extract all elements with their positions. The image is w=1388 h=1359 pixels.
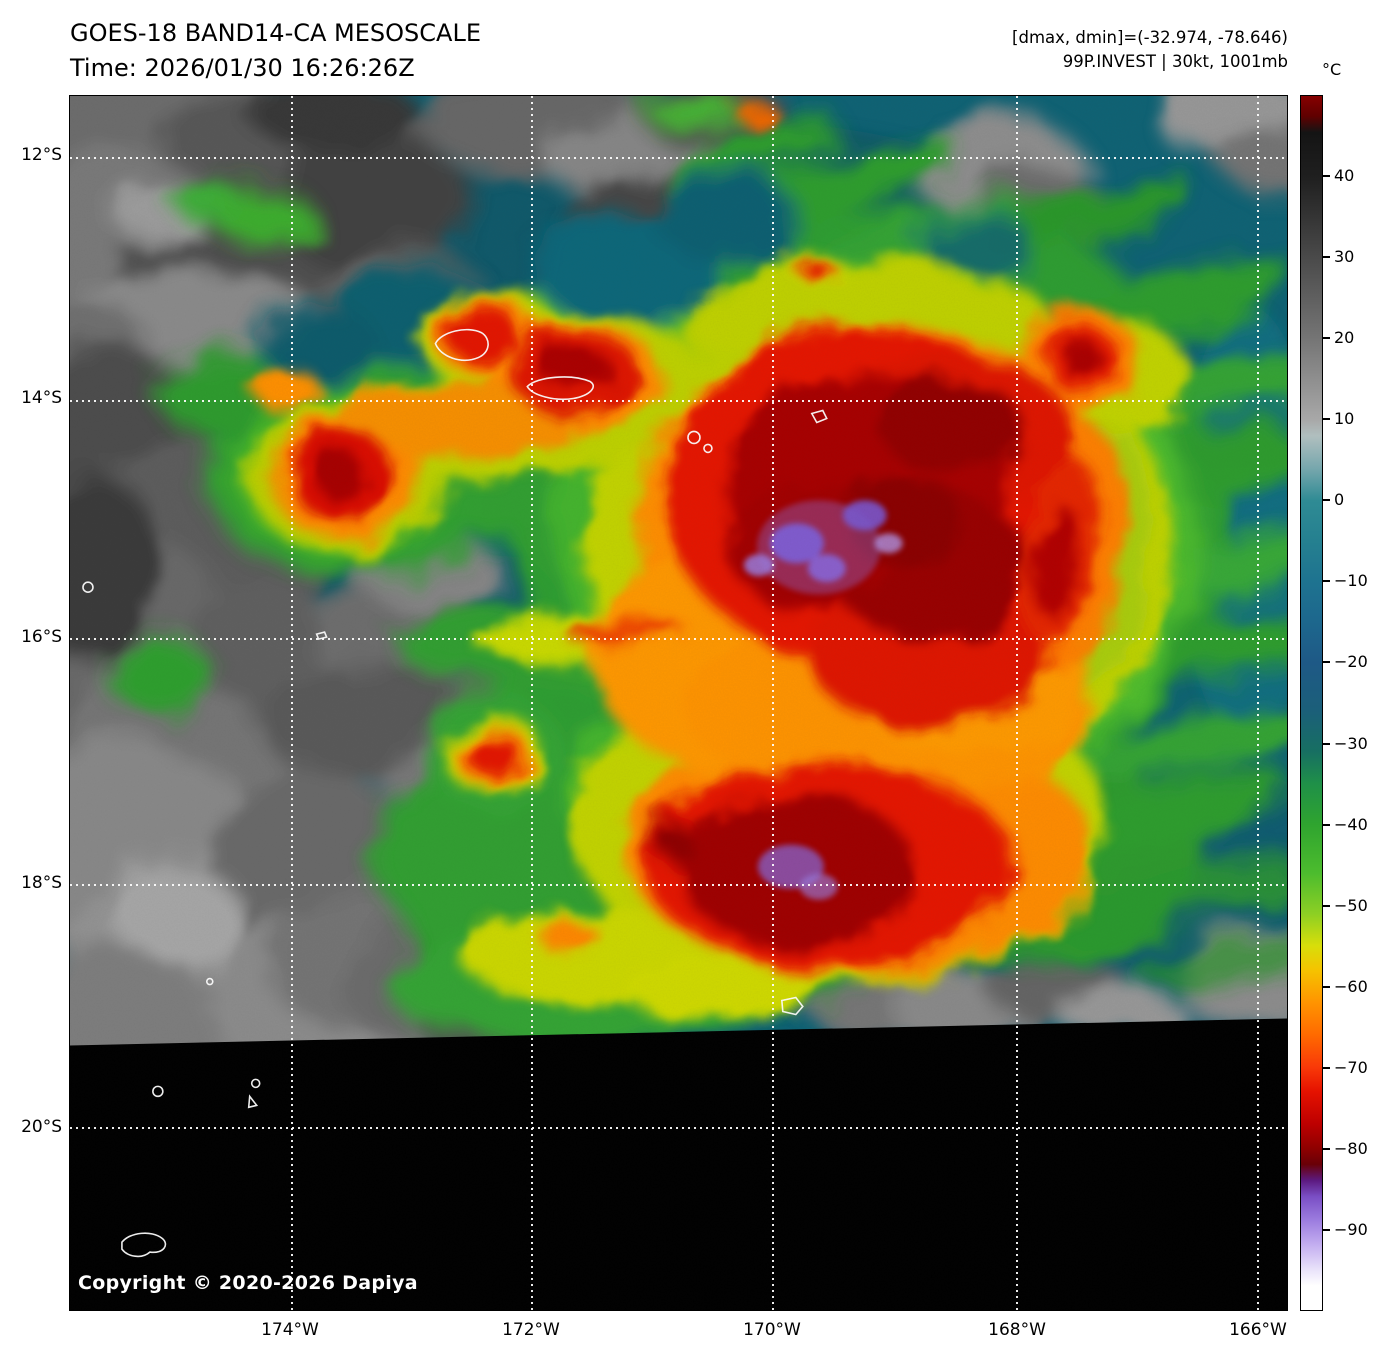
colorbar — [1300, 95, 1323, 1311]
colorbar-tick-label: 0 — [1334, 490, 1345, 510]
figure-title: GOES-18 BAND14-CA MESOSCALE — [70, 19, 481, 47]
latitude-tick-label: 20°S — [21, 1116, 62, 1137]
colorbar-tick-mark — [1323, 1147, 1330, 1150]
latitude-tick-label: 18°S — [21, 872, 62, 893]
colorbar-tick-mark — [1323, 337, 1330, 340]
colorbar-tick-mark — [1323, 175, 1330, 178]
colorbar-tick-label: −80 — [1334, 1138, 1368, 1158]
colorbar-tick-mark — [1323, 1228, 1330, 1231]
colorbar-tick-label: −50 — [1334, 895, 1368, 915]
storm-info-annotation: 99P.INVEST | 30kt, 1001mb — [1062, 52, 1288, 71]
colorbar-tick-label: 40 — [1334, 166, 1355, 186]
colorbar-unit-label: °C — [1322, 60, 1342, 79]
longitude-tick-label: 166°W — [1229, 1320, 1287, 1340]
colorbar-tick-mark — [1323, 985, 1330, 988]
colorbar-tick-mark — [1323, 499, 1330, 502]
figure-time: Time: 2026/01/30 16:26:26Z — [70, 54, 415, 82]
latitude-tick-label: 16°S — [21, 626, 62, 647]
longitude-tick-label: 168°W — [988, 1320, 1046, 1340]
longitude-tick-label: 170°W — [743, 1320, 801, 1340]
colorbar-tick-mark — [1323, 823, 1330, 826]
colorbar-tick-mark — [1323, 418, 1330, 421]
colorbar-tick-label: 30 — [1334, 247, 1355, 267]
colorbar-tick-mark — [1323, 580, 1330, 583]
colorbar-tick-mark — [1323, 742, 1330, 745]
colorbar-tick-label: −90 — [1334, 1219, 1368, 1239]
colorbar-tick-label: 10 — [1334, 409, 1355, 429]
colorbar-tick-mark — [1323, 904, 1330, 907]
colorbar-tick-label: −30 — [1334, 733, 1368, 753]
copyright-text: Copyright © 2020-2026 Dapiya — [78, 1272, 418, 1294]
dmax-dmin-annotation: [dmax, dmin]=(-32.974, -78.646) — [1012, 28, 1288, 47]
figure-annotations: [dmax, dmin]=(-32.974, -78.646) 99P.INVE… — [1012, 26, 1288, 74]
figure-header: GOES-18 BAND14-CA MESOSCALE Time: 2026/0… — [70, 16, 481, 86]
colorbar-tick-mark — [1323, 256, 1330, 259]
colorbar-tick-mark — [1323, 1066, 1330, 1069]
colorbar-tick-label: −70 — [1334, 1057, 1368, 1077]
longitude-tick-label: 172°W — [502, 1320, 560, 1340]
colorbar-tick-label: −20 — [1334, 652, 1368, 672]
latitude-tick-label: 14°S — [21, 388, 62, 408]
colorbar-tick-mark — [1323, 661, 1330, 664]
satellite-map: Copyright © 2020-2026 Dapiya — [69, 95, 1288, 1311]
colorbar-tick-label: −10 — [1334, 571, 1368, 591]
latitude-tick-label: 12°S — [21, 145, 62, 166]
colorbar-tick-label: −40 — [1334, 814, 1368, 834]
colorbar-tick-label: −60 — [1334, 976, 1368, 996]
longitude-tick-label: 174°W — [261, 1320, 319, 1340]
satellite-imagery — [70, 96, 1287, 1310]
noise-overlay — [70, 96, 1287, 1310]
colorbar-tick-label: 20 — [1334, 328, 1355, 348]
